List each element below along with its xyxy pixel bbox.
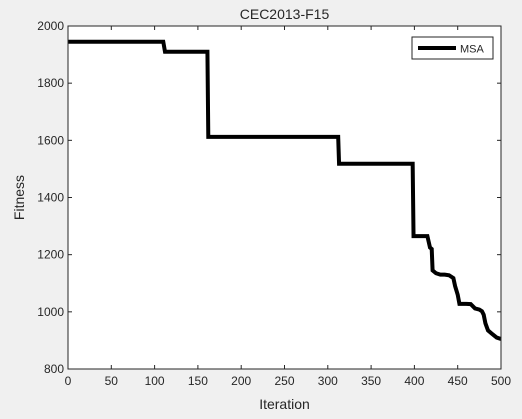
plot-area: [68, 26, 501, 369]
x-tick-label: 50: [105, 374, 119, 388]
x-tick-label: 450: [448, 374, 468, 388]
x-tick-label: 0: [65, 374, 72, 388]
legend: MSA: [411, 36, 494, 60]
y-axis-label: Fitness: [11, 175, 27, 220]
y-tick-label: 1800: [37, 76, 64, 90]
x-tick-label: 400: [404, 374, 424, 388]
series-line-msa: [68, 39, 502, 341]
y-tick-label: 2000: [37, 19, 64, 33]
chart-title: CEC2013-F15: [240, 6, 330, 22]
x-axis-label: Iteration: [259, 396, 310, 412]
y-axis-ticks: 800 1000 1200 1400 1600 1800 2000: [37, 19, 501, 376]
x-tick-label: 200: [231, 374, 251, 388]
y-tick-label: 1600: [37, 133, 64, 147]
x-tick-label: 300: [318, 374, 338, 388]
y-tick-label: 800: [44, 362, 64, 376]
x-tick-label: 350: [361, 374, 381, 388]
y-tick-label: 1200: [37, 248, 64, 262]
x-tick-label: 250: [274, 374, 294, 388]
x-tick-label: 100: [145, 374, 165, 388]
x-axis-ticks: 0 50 100 150 200 250 300 350 400 450 500: [65, 26, 511, 388]
y-tick-label: 1400: [37, 191, 64, 205]
x-tick-label: 500: [491, 374, 511, 388]
y-tick-label: 1000: [37, 305, 64, 319]
legend-label: MSA: [460, 44, 485, 56]
x-tick-label: 150: [188, 374, 208, 388]
series-layer: [68, 39, 502, 341]
